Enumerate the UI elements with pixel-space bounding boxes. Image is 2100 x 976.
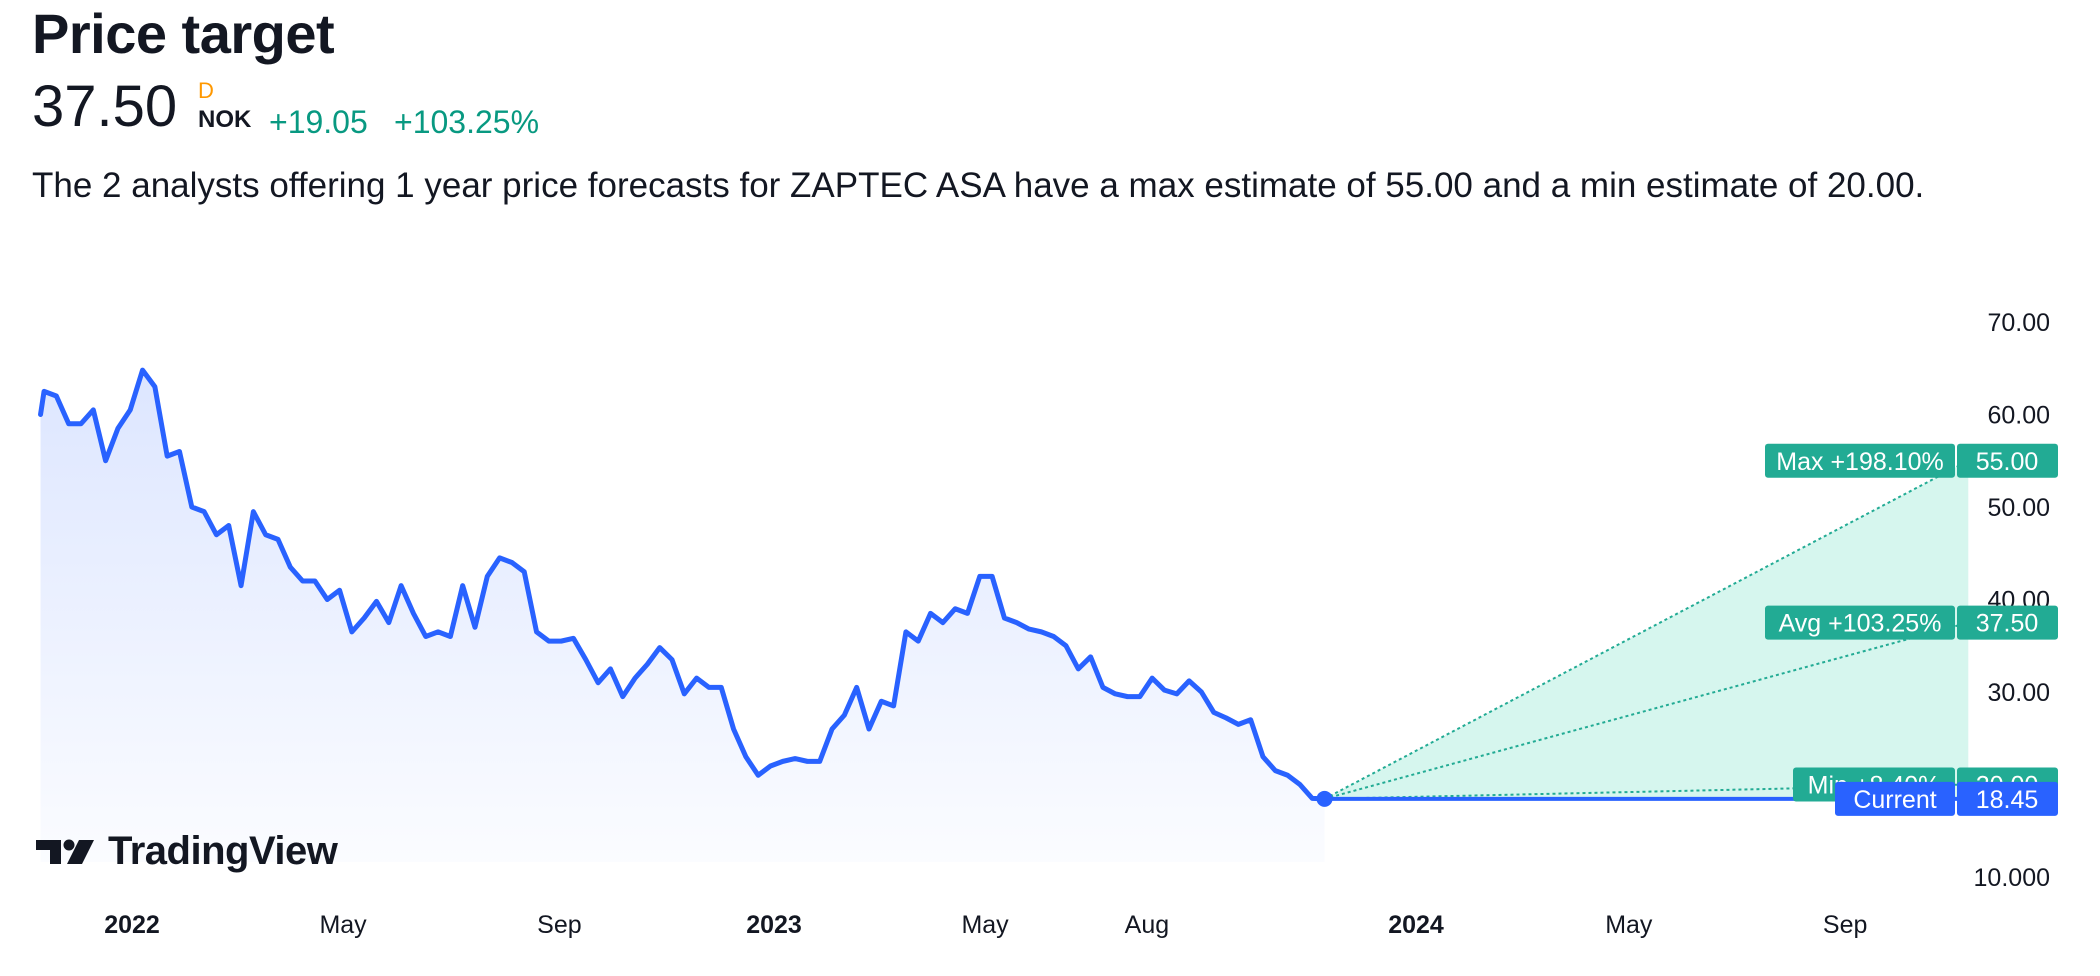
page-title: Price target <box>32 2 335 65</box>
price-change-percent: +103.25% <box>394 104 540 140</box>
y-tick-label: 60.00 <box>1987 402 2050 430</box>
current-label: Current <box>1853 786 1936 814</box>
avg-label-bg <box>1765 605 1955 640</box>
max-value: 55.00 <box>1976 448 2039 476</box>
current-value: 18.45 <box>1976 786 2039 814</box>
y-tick-label: 10.000 <box>1974 864 2050 892</box>
y-tick-label: 50.00 <box>1987 494 2050 522</box>
x-tick-label: 2023 <box>746 911 802 939</box>
current-value-bg <box>1957 781 2058 816</box>
max-value-bg <box>1957 443 2058 478</box>
forecast-description: The 2 analysts offering 1 year price for… <box>32 166 1925 205</box>
forecast-max-line <box>1324 459 1969 800</box>
avg-label: Avg +103.25% <box>1779 610 1942 638</box>
y-tick-label: 70.00 <box>1987 309 2050 337</box>
delayed-data-flag[interactable]: D <box>198 78 214 103</box>
avg-value: 37.50 <box>1976 610 2039 638</box>
currency-label: NOK <box>198 106 252 133</box>
y-tick-label: 30.00 <box>1987 679 2050 707</box>
price-history-area <box>40 370 1325 862</box>
avg-value-bg <box>1957 605 2058 640</box>
x-tick-label: Sep <box>1823 911 1867 939</box>
current-label-bg <box>1835 781 1955 816</box>
x-tick-label: May <box>961 911 1009 939</box>
current-price-point <box>1316 790 1333 807</box>
max-label: Max +198.10% <box>1776 448 1943 476</box>
x-tick-label: 2022 <box>104 911 160 939</box>
x-tick-label: Sep <box>537 911 581 939</box>
max-label-bg <box>1765 443 1955 478</box>
tradingview-logo-text: TradingView <box>108 829 338 873</box>
x-tick-label: Aug <box>1125 911 1169 939</box>
x-tick-label: 2024 <box>1388 911 1444 939</box>
tradingview-logo[interactable]: TradingView <box>34 828 338 874</box>
price-change: +19.05 <box>269 104 368 140</box>
x-tick-label: May <box>1605 911 1653 939</box>
average-price-target: 37.50 <box>32 74 178 139</box>
x-tick-label: May <box>319 911 367 939</box>
tradingview-logo-icon <box>36 839 94 864</box>
price-history-line <box>38 367 1328 802</box>
